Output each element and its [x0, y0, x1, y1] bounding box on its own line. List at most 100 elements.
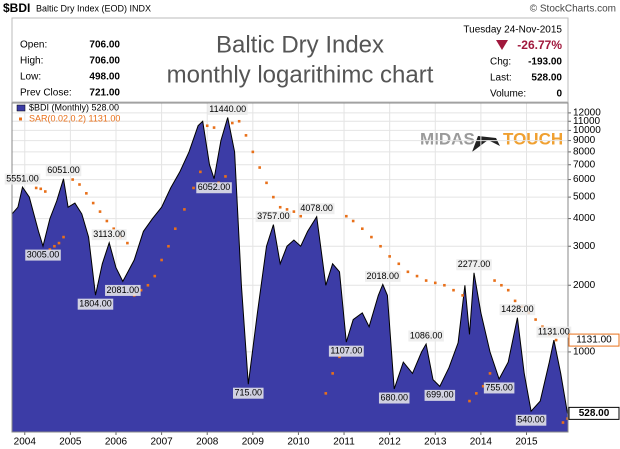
- legend-label: SAR(0.02,0.2) 1131.00: [29, 113, 120, 123]
- data-label: 540.00: [517, 415, 545, 425]
- sar-dot: [424, 279, 428, 282]
- watermark: MIDAS: [420, 129, 475, 148]
- y-tick-label: 7000: [573, 159, 596, 170]
- stat-label: Chg:: [490, 57, 511, 68]
- sar-dot: [500, 283, 503, 287]
- x-tick-label: 2013: [424, 437, 447, 448]
- stat-label: Prev Close:: [20, 88, 72, 99]
- sar-dot: [443, 283, 446, 287]
- header-box: [11, 17, 569, 103]
- sar-dot: [488, 372, 492, 375]
- data-label: 1804.00: [79, 299, 112, 309]
- sar-dot: [272, 195, 275, 199]
- sar-dot: [183, 208, 186, 211]
- sar-dot: [278, 205, 282, 209]
- watermark: TOUCH: [503, 129, 563, 148]
- change-pct: -26.77%: [517, 38, 562, 52]
- symbol: $BDI: [3, 1, 30, 15]
- y-tick-label: 6000: [573, 174, 596, 185]
- sar-dot: [43, 190, 47, 193]
- data-label-box: [91, 229, 127, 241]
- sar-dot: [265, 181, 268, 185]
- data-label-box: [515, 414, 547, 426]
- sar-dot: [199, 170, 202, 174]
- stat-label: Last:: [490, 73, 512, 84]
- sar-dot: [212, 126, 216, 129]
- sar-dot: [397, 262, 401, 266]
- sar-dot: [513, 299, 517, 303]
- down-arrow: [496, 40, 508, 50]
- sar-dot: [205, 124, 209, 128]
- stat-value: 0: [556, 89, 562, 100]
- y-tick-label: 3000: [573, 241, 596, 252]
- x-tick-label: 2005: [59, 437, 82, 448]
- last-value-box: [568, 406, 620, 420]
- stat-label: Open:: [20, 40, 47, 51]
- sar-dot: [345, 214, 348, 218]
- data-label-box: [25, 249, 61, 261]
- data-label: 699.00: [426, 390, 454, 400]
- x-tick-label: 2006: [105, 437, 128, 448]
- y-tick-label: 12000: [573, 108, 601, 119]
- sar-dot: [370, 235, 373, 239]
- sar-dot: [468, 399, 471, 403]
- stat-value: 706.00: [89, 40, 120, 51]
- sar-dot: [406, 270, 410, 274]
- sar-dot: [561, 421, 565, 424]
- data-label: 715.00: [235, 388, 263, 398]
- data-label: 11440.00: [209, 104, 246, 114]
- sar-dot: [251, 150, 255, 154]
- data-label: 5551.00: [6, 173, 39, 183]
- sar-dot: [160, 258, 163, 262]
- sar-dot: [258, 166, 261, 169]
- sar-dot: [57, 241, 61, 245]
- sar-dot: [39, 187, 43, 191]
- sar-dot: [481, 384, 485, 388]
- stat-label: Low:: [20, 72, 41, 83]
- chart-title: Baltic Dry Index: [216, 31, 384, 58]
- data-label: 3005.00: [27, 249, 60, 259]
- sar-dot: [388, 255, 391, 258]
- line: [11, 117, 568, 414]
- data-label-box: [456, 259, 492, 271]
- sar-dot: [324, 392, 328, 395]
- sar-dot: [452, 288, 455, 292]
- sar-dot: [34, 186, 38, 190]
- sar-dot: [237, 119, 241, 123]
- x-tick-label: 2010: [287, 437, 310, 448]
- bull-icon: [472, 136, 500, 152]
- data-label-box: [408, 330, 444, 342]
- sar-dot: [415, 274, 419, 278]
- stat-value: 706.00: [89, 56, 120, 67]
- data-label-box: [365, 270, 401, 282]
- data-label-box: [77, 298, 114, 310]
- sar-dot: [379, 244, 382, 248]
- date: Tuesday 24-Nov-2015: [463, 25, 562, 36]
- x-tick-label: 2014: [470, 437, 493, 448]
- legend-swatch: [16, 104, 26, 112]
- sar-dot: [112, 227, 116, 231]
- data-label-box: [378, 392, 410, 404]
- data-label-box: [196, 182, 232, 194]
- y-tick-label: 1000: [573, 347, 596, 358]
- data-label: 755.00: [485, 382, 513, 392]
- sar-dot: [534, 318, 537, 321]
- sar-dot: [192, 186, 195, 190]
- x-tick-label: 2012: [379, 437, 402, 448]
- sar-dot: [285, 208, 289, 211]
- x-tick-label: 2007: [150, 437, 173, 448]
- last-value-box: [568, 333, 620, 347]
- data-label-box: [499, 304, 536, 316]
- sar-dot: [91, 201, 95, 205]
- data-label-box: [4, 173, 41, 185]
- stat-label: Volume:: [490, 89, 526, 100]
- x-tick-label: 2015: [515, 437, 538, 448]
- data-label-box: [298, 203, 335, 215]
- data-label: 1086.00: [410, 330, 443, 340]
- legend-label: $BDI (Monthly) 528.00: [29, 102, 119, 112]
- sar-dot: [126, 241, 129, 245]
- plot-border: [11, 102, 569, 433]
- sar-dot: [146, 283, 150, 287]
- sar-dot: [475, 392, 478, 395]
- data-label: 3757.00: [257, 211, 290, 221]
